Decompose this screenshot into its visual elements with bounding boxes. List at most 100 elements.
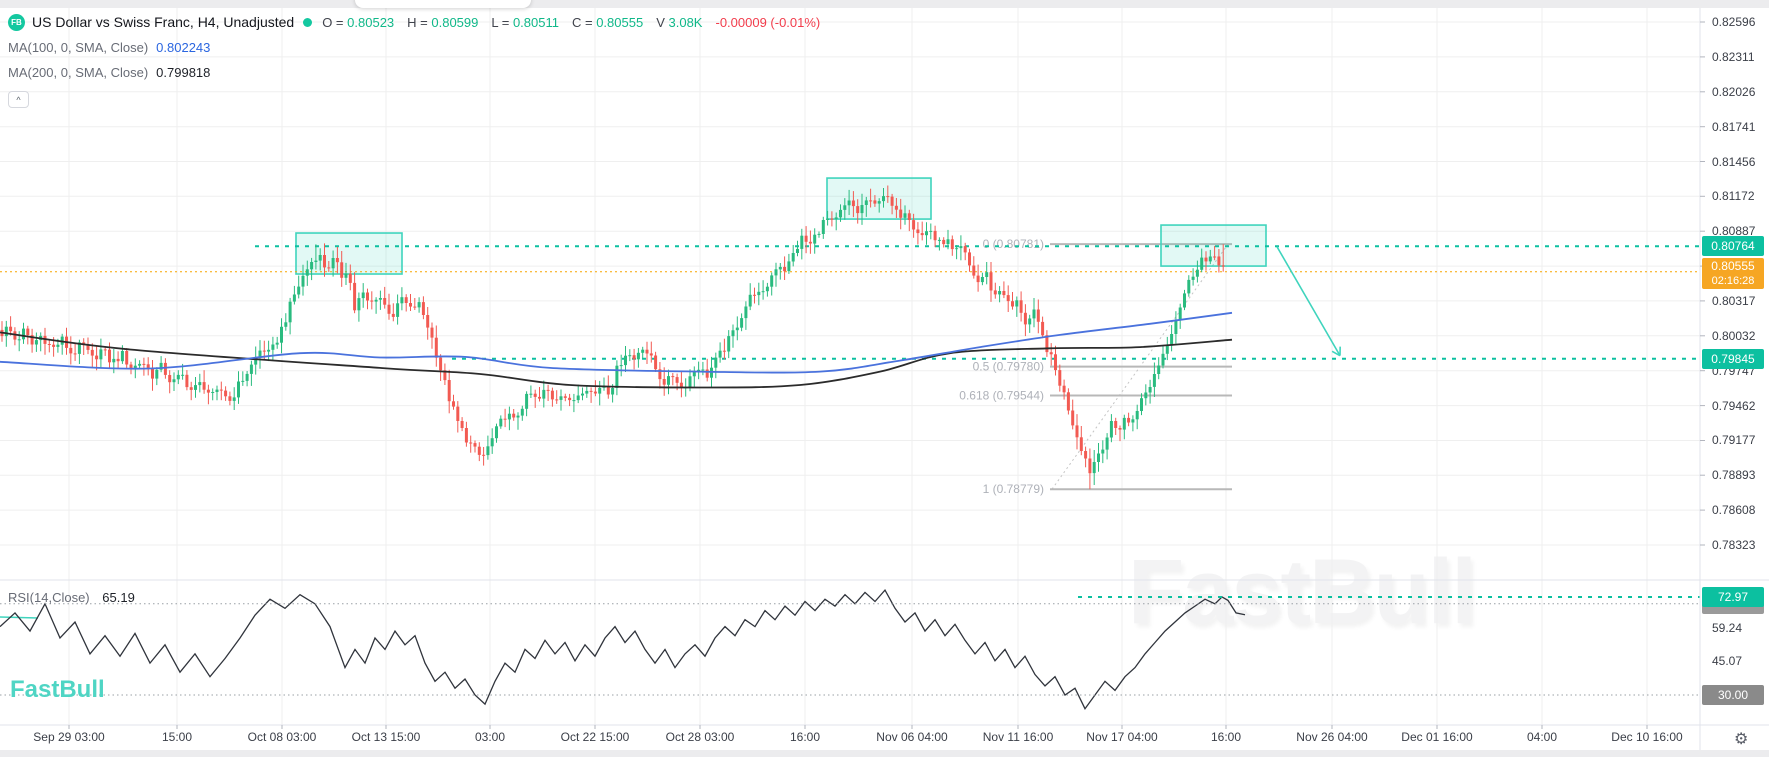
candle-body — [314, 260, 318, 262]
candle-body — [520, 408, 524, 416]
candle-body — [907, 213, 911, 220]
candle-body — [1118, 428, 1122, 430]
candle-body — [968, 252, 971, 266]
time-axis-label: Nov 06 04:00 — [876, 730, 948, 744]
candle-body — [1049, 352, 1053, 355]
candle-body — [778, 266, 782, 270]
candle-body — [237, 381, 240, 398]
candle-body — [920, 233, 924, 236]
price-axis-label: 0.81172 — [1712, 189, 1755, 204]
time-axis-label: Oct 08 03:00 — [247, 730, 317, 744]
fastbull-symbol-icon: FB — [8, 13, 25, 31]
candle-body — [796, 248, 799, 253]
candle-body — [1191, 276, 1195, 280]
projection-arrow[interactable] — [1276, 246, 1341, 357]
rsi-line[interactable] — [0, 588, 1246, 710]
candle-body — [937, 239, 941, 241]
rsi-axis-label: 45.07 — [1712, 653, 1743, 668]
candle-body — [860, 205, 864, 214]
candle-body — [391, 313, 395, 317]
indicator-row-ma100[interactable]: MA(100, 0, SMA, Close) 0.802243 — [8, 40, 211, 55]
fib-level-label: 0 (0.80781) — [983, 237, 1044, 251]
candle-body — [636, 352, 640, 360]
symbol-title[interactable]: US Dollar vs Swiss Franc, H4, Unadjusted — [32, 14, 295, 30]
candle-body — [9, 326, 13, 332]
floating-toolbar-handle[interactable] — [355, 0, 531, 8]
candle-body — [1187, 279, 1191, 294]
indicator-row-ma200[interactable]: MA(200, 0, SMA, Close) 0.799818 — [8, 65, 211, 80]
candle-body — [17, 339, 21, 341]
candle-body — [882, 196, 885, 202]
candle-body — [955, 248, 959, 250]
candle-body — [1071, 410, 1075, 426]
candle-body — [645, 349, 649, 354]
candle-body — [1032, 309, 1036, 319]
candle-body — [404, 297, 408, 303]
candle-body — [1019, 300, 1023, 313]
time-axis-label: 16:00 — [1210, 730, 1242, 744]
candle-body — [929, 230, 933, 232]
candle-body — [1165, 345, 1169, 354]
candle-body — [1152, 374, 1156, 387]
candle-body — [1002, 291, 1006, 296]
price-axis-label: 0.79177 — [1712, 433, 1756, 448]
fib-level-label: 1 (0.78779) — [983, 482, 1044, 496]
settings-icon[interactable]: ⚙ — [1734, 731, 1749, 748]
candle-body — [335, 258, 339, 263]
candle-body — [1208, 256, 1212, 262]
candle-body — [873, 200, 877, 204]
candle-body — [185, 374, 189, 388]
candle-body — [1088, 458, 1092, 474]
candle-body — [710, 367, 713, 378]
time-axis-label: 04:00 — [1526, 730, 1558, 744]
market-status-icon — [303, 17, 313, 27]
price-axis-label: 0.78323 — [1712, 538, 1756, 552]
candle-body — [267, 349, 271, 352]
candle-body — [628, 355, 632, 357]
collapse-pane-button[interactable]: ^ — [8, 91, 29, 108]
supply-zone-box[interactable] — [295, 232, 403, 275]
time-axis-label: 03:00 — [474, 730, 506, 744]
candle-body — [568, 397, 572, 401]
candle-body — [486, 446, 490, 456]
rsi-indicator-row[interactable]: RSI(14,Close) 65.19 — [8, 590, 135, 605]
candle-body — [804, 235, 808, 242]
candle-body — [108, 349, 111, 363]
candle-body — [976, 275, 980, 283]
candle-body — [1011, 301, 1014, 307]
candle-body — [1084, 451, 1088, 459]
candle-body — [679, 382, 683, 388]
candle-body — [765, 286, 769, 292]
candle-body — [1122, 417, 1126, 430]
candle-body — [1213, 256, 1217, 258]
price-axis-label: 0.79462 — [1712, 398, 1756, 413]
candle-body — [73, 353, 77, 355]
candle-body — [125, 351, 129, 365]
candle-body — [357, 298, 361, 311]
candle-body — [155, 369, 159, 379]
candle-body — [735, 327, 739, 331]
candle-body — [417, 302, 421, 308]
candle-body — [787, 261, 791, 272]
candle-body — [731, 330, 735, 337]
candle-body — [1170, 334, 1174, 346]
candle-body — [26, 328, 30, 336]
candle-body — [864, 200, 868, 205]
candle-body — [194, 385, 197, 390]
candle-body — [963, 246, 967, 253]
candle-body — [740, 318, 744, 328]
ma100-line[interactable] — [0, 311, 1233, 374]
ma200-line[interactable] — [0, 331, 1233, 389]
symbol-row[interactable]: FB US Dollar vs Swiss Franc, H4, Unadjus… — [8, 11, 833, 33]
price-axis-label: 0.80887 — [1712, 224, 1756, 239]
price-level-badge: 0.80764 — [1702, 236, 1764, 257]
candle-body — [409, 303, 412, 307]
candle-body — [761, 291, 765, 293]
candle-body — [800, 235, 804, 249]
candle-body — [654, 355, 658, 370]
candle-body — [925, 231, 928, 236]
candle-body — [366, 292, 369, 301]
time-axis-label: Nov 11 16:00 — [982, 730, 1054, 744]
